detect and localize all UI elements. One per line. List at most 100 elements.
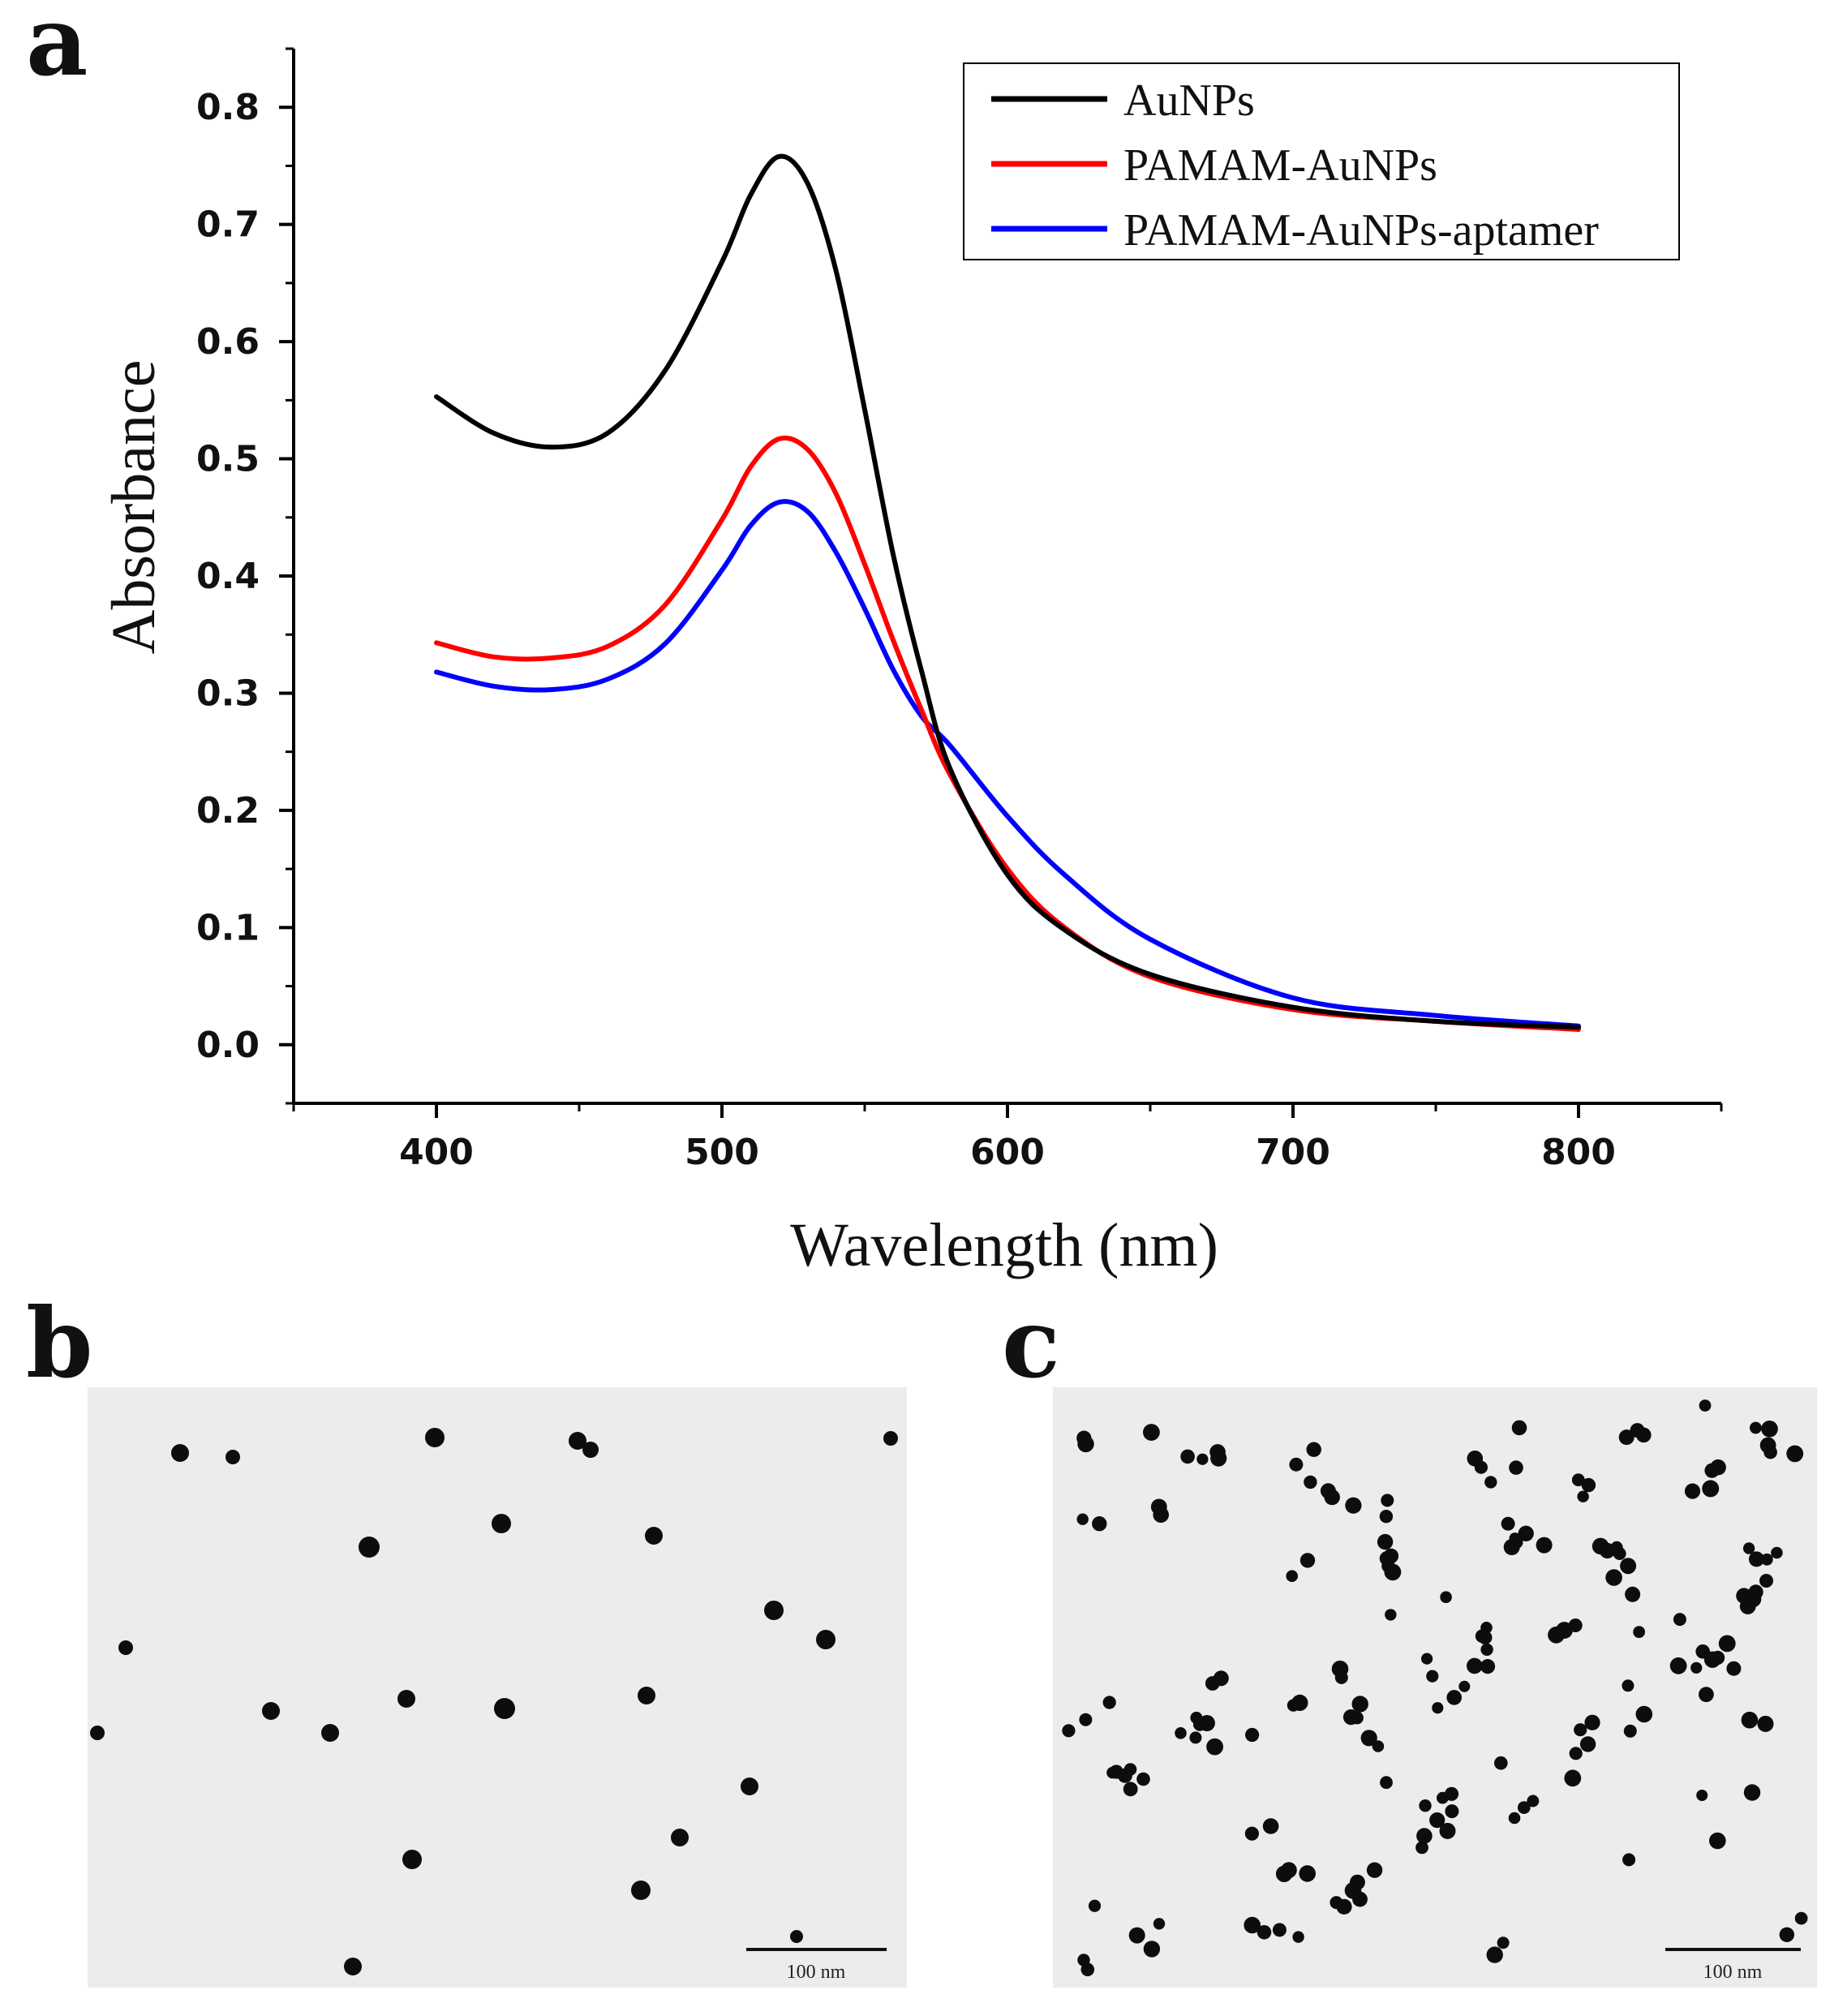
nanoparticle: [359, 1537, 380, 1558]
nanoparticle: [1620, 1558, 1637, 1575]
nanoparticle: [1429, 1812, 1446, 1829]
scale-bar-label-b: 100 nm: [787, 1962, 846, 1983]
nanoparticle: [1109, 1765, 1123, 1779]
nanoparticle: [1743, 1784, 1761, 1801]
nanoparticle: [1574, 1723, 1587, 1737]
y-tick-label: 0.4: [196, 556, 260, 597]
nanoparticle: [1153, 1918, 1166, 1930]
nanoparticle: [1760, 1553, 1773, 1566]
nanoparticle: [1726, 1661, 1742, 1676]
nanoparticle: [1136, 1772, 1150, 1786]
nanoparticle: [1518, 1525, 1534, 1542]
nanoparticle: [1569, 1747, 1583, 1760]
nanoparticle: [1088, 1899, 1102, 1912]
nanoparticle: [1669, 1657, 1687, 1674]
nanoparticle: [1633, 1626, 1645, 1638]
nanoparticle: [1757, 1715, 1774, 1732]
nanoparticle: [1262, 1818, 1279, 1834]
nanoparticle: [816, 1630, 836, 1649]
x-tick-label: 800: [1541, 1132, 1616, 1173]
nanoparticle: [1440, 1591, 1452, 1603]
x-tick-label: 500: [685, 1132, 759, 1173]
nanoparticle: [1622, 1853, 1636, 1867]
y-tick-label: 0.3: [196, 673, 260, 714]
nanoparticle: [1622, 1679, 1635, 1692]
series-line-pamam-aunps-aptamer: [434, 499, 1581, 1029]
nanoparticle: [1779, 1927, 1794, 1942]
nanoparticle: [1426, 1670, 1439, 1683]
nanoparticle: [1527, 1795, 1540, 1808]
nanoparticle: [1718, 1635, 1736, 1653]
nanoparticle: [397, 1690, 415, 1708]
nanoparticle: [1625, 1586, 1641, 1602]
nanoparticle: [1381, 1559, 1395, 1573]
nanoparticle: [1486, 1946, 1503, 1963]
series-line-aunps: [434, 153, 1581, 1030]
nanoparticle: [1702, 1480, 1720, 1498]
nanoparticle: [1439, 1822, 1456, 1839]
nanoparticle: [1699, 1687, 1714, 1703]
nanoparticle: [90, 1726, 105, 1740]
y-tick-label: 0.0: [196, 1025, 260, 1066]
nanoparticle: [1635, 1705, 1653, 1723]
nanoparticle: [1584, 1714, 1600, 1730]
nanoparticle: [1062, 1724, 1076, 1738]
nanoparticle: [1480, 1659, 1496, 1674]
nanoparticle: [1480, 1643, 1493, 1657]
nanoparticle: [1275, 1865, 1293, 1882]
nanoparticle: [1324, 1489, 1340, 1506]
chart-legend: AuNPs PAMAM-AuNPs PAMAM-AuNPs-aptamer: [963, 62, 1680, 260]
nanoparticle: [1196, 1453, 1209, 1465]
nanoparticle: [1080, 1962, 1095, 1976]
nanoparticle: [1748, 1584, 1763, 1600]
nanoparticle: [1206, 1738, 1223, 1756]
nanoparticle: [1381, 1494, 1394, 1507]
nanoparticle: [1143, 1941, 1161, 1958]
nanoparticle: [764, 1601, 784, 1620]
tem-image-b: 100 nm: [88, 1387, 907, 1988]
nanoparticle: [494, 1698, 515, 1719]
nanoparticle: [1077, 1435, 1094, 1453]
nanoparticle: [1205, 1676, 1220, 1691]
nanoparticle: [1484, 1476, 1497, 1489]
nanoparticle: [1244, 1916, 1261, 1934]
nanoparticle: [631, 1881, 651, 1900]
chart-series: [434, 153, 1581, 1032]
nanoparticle: [1494, 1756, 1508, 1770]
series-line-pamam-aunps: [434, 435, 1581, 1032]
nanoparticle: [1416, 1828, 1433, 1844]
nanoparticle: [638, 1687, 655, 1704]
nanoparticle: [1377, 1533, 1394, 1550]
nanoparticle: [1474, 1460, 1488, 1474]
nanoparticle: [1421, 1653, 1433, 1665]
nanoparticle: [1742, 1542, 1755, 1554]
y-tick-label: 0.5: [196, 439, 260, 480]
y-axis-title: Absorbance: [100, 360, 168, 655]
nanoparticle: [1508, 1812, 1521, 1825]
nanoparticle: [1509, 1460, 1523, 1475]
panel-label-c: c: [1002, 1287, 1060, 1399]
nanoparticle: [1366, 1862, 1383, 1878]
nanoparticle: [1123, 1782, 1138, 1797]
nanoparticle: [1306, 1442, 1321, 1457]
nanoparticle: [1351, 1696, 1368, 1713]
y-tick-label: 0.6: [196, 321, 260, 363]
nanoparticle: [1175, 1727, 1187, 1739]
legend-label-aunps: AuNPs: [1123, 75, 1255, 126]
nanoparticle: [1794, 1911, 1808, 1925]
nanoparticle: [883, 1431, 898, 1446]
tem-image-b-background: [88, 1387, 907, 1988]
y-tick-label: 0.1: [196, 907, 260, 948]
nanoparticle: [1709, 1832, 1726, 1850]
nanoparticle: [1568, 1618, 1583, 1632]
nanoparticle: [118, 1640, 133, 1655]
nanoparticle: [1292, 1931, 1304, 1943]
nanoparticle: [1536, 1537, 1553, 1554]
nanoparticle: [1458, 1680, 1471, 1692]
nanoparticle: [790, 1930, 803, 1943]
nanoparticle: [1102, 1696, 1116, 1709]
nanoparticle: [1618, 1429, 1635, 1446]
nanoparticle: [1210, 1450, 1227, 1467]
nanoparticle: [171, 1444, 189, 1462]
